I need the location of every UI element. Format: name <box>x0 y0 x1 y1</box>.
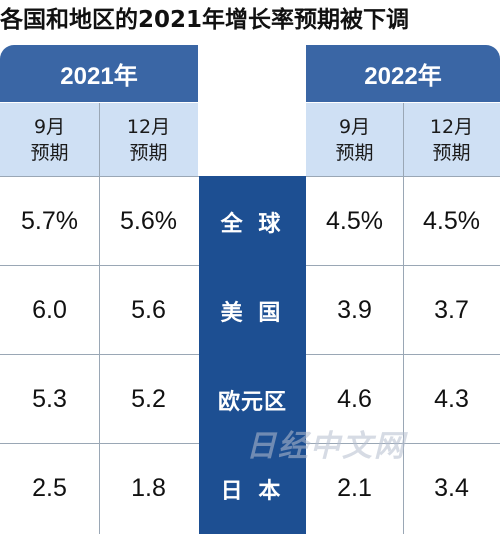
cell-japan-2022-dec: 3.4 <box>434 474 469 502</box>
grid-divider <box>99 103 100 534</box>
year-header-2021: 2021年 <box>0 45 198 102</box>
column-header-line: 12月 <box>126 115 171 138</box>
cell-global-2021-sep: 5.7% <box>21 207 78 235</box>
column-header-line: 预期 <box>432 141 471 164</box>
cell-eurozone-2021-dec: 5.2 <box>131 385 166 413</box>
cell-global-2022-dec: 4.5% <box>423 207 480 235</box>
cell-us-2021-dec: 5.6 <box>131 296 166 324</box>
column-header-line: 9月 <box>338 115 371 138</box>
column-header-2021-sep: 9月预期 <box>0 103 99 176</box>
column-header-line: 9月 <box>33 115 66 138</box>
cell-global-2021-dec: 5.6% <box>120 207 177 235</box>
cell-us-2022-dec: 3.7 <box>434 296 469 324</box>
column-header-line: 12月 <box>429 115 474 138</box>
cell-eurozone-2022-dec: 4.3 <box>434 385 469 413</box>
column-header-line: 预期 <box>30 141 69 164</box>
grid-divider <box>403 103 404 534</box>
region-label-us: 美 国 <box>220 300 285 326</box>
year-header-2022: 2022年 <box>306 45 500 102</box>
column-header-2022-dec: 12月预期 <box>403 103 500 176</box>
region-label-eurozone: 欧元区 <box>217 389 287 415</box>
column-header-2021-dec: 12月预期 <box>99 103 198 176</box>
region-label-japan: 日 本 <box>220 478 285 504</box>
cell-us-2022-sep: 3.9 <box>337 296 372 324</box>
cell-japan-2022-sep: 2.1 <box>337 474 372 502</box>
cell-eurozone-2022-sep: 4.6 <box>337 385 372 413</box>
column-header-2022-sep: 9月预期 <box>306 103 403 176</box>
cell-eurozone-2021-sep: 5.3 <box>32 385 67 413</box>
cell-japan-2021-dec: 1.8 <box>131 474 166 502</box>
cell-us-2021-sep: 6.0 <box>32 296 67 324</box>
region-label-global: 全 球 <box>220 211 285 237</box>
cell-japan-2021-sep: 2.5 <box>32 474 67 502</box>
chart-title: 各国和地区的2021年增长率预期被下调 <box>0 7 410 33</box>
column-header-line: 预期 <box>129 141 168 164</box>
region-column <box>199 176 306 534</box>
cell-global-2022-sep: 4.5% <box>326 207 383 235</box>
column-header-line: 预期 <box>335 141 374 164</box>
